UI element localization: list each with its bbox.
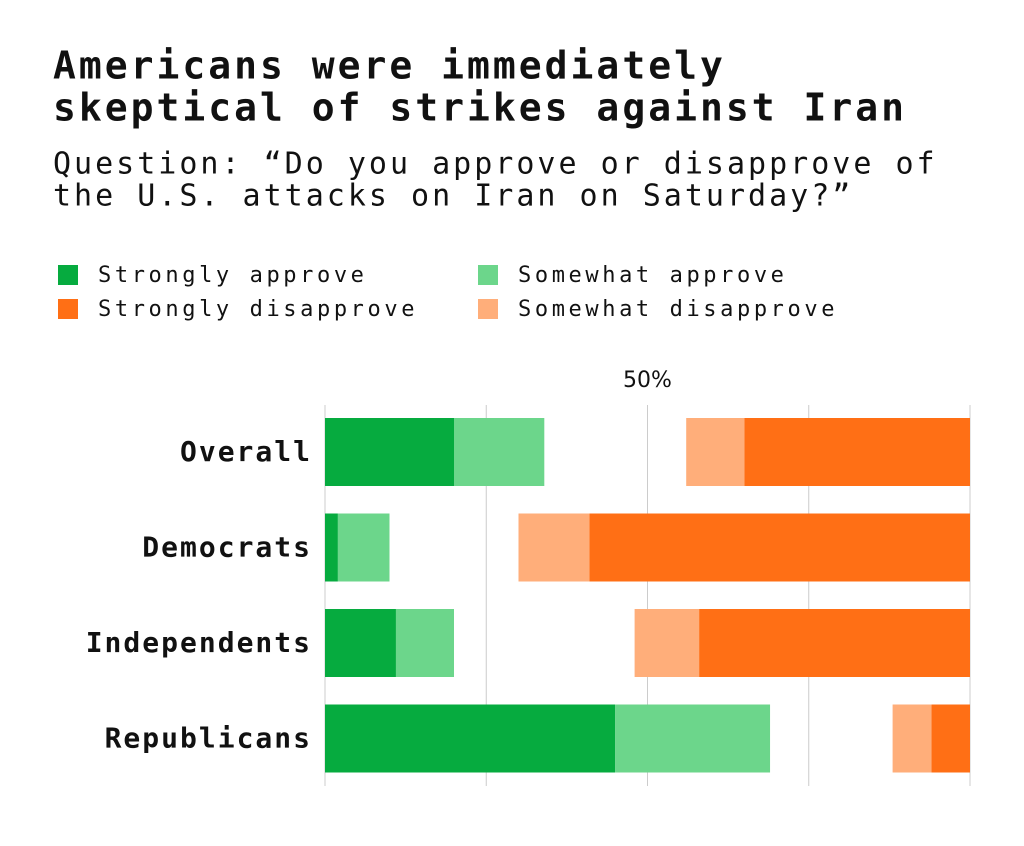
bar-segment (744, 418, 970, 486)
legend-label: Somewhat disapprove (518, 297, 838, 322)
legend-swatch (478, 265, 498, 285)
legend-label: Strongly approve (98, 263, 368, 288)
bar-segment (454, 418, 545, 486)
bar-segment (325, 609, 396, 677)
bar-segment (325, 704, 616, 773)
legend-swatch (478, 299, 498, 319)
category-label: Overall (180, 435, 312, 468)
bar-segment (325, 418, 454, 486)
x-tick-label: 50% (623, 368, 672, 393)
bar-segment (395, 609, 454, 677)
bar-segment (589, 513, 970, 582)
category-label: Republicans (105, 722, 312, 755)
bar-segment (325, 513, 338, 582)
bar-segment (634, 609, 700, 677)
category-label: Independents (86, 626, 312, 659)
bar-segment (892, 704, 932, 773)
bar-segment (615, 704, 771, 773)
category-label: Democrats (142, 531, 312, 564)
bar-segment (699, 609, 970, 677)
legend-label: Strongly disapprove (98, 297, 418, 322)
chart-title: Americans were immediately (53, 44, 726, 88)
legend-label: Somewhat approve (518, 263, 788, 288)
chart-subtitle: the U.S. attacks on Iran on Saturday?” (53, 179, 853, 214)
bar-segment (518, 513, 590, 582)
legend-swatch (58, 265, 78, 285)
bar-segment (686, 418, 745, 486)
chart-title: skeptical of strikes against Iran (53, 86, 907, 130)
legend-swatch (58, 299, 78, 319)
bar-segment (337, 513, 390, 582)
chart-subtitle: Question: “Do you approve or disapprove … (53, 147, 938, 182)
bar-segment (931, 704, 970, 773)
